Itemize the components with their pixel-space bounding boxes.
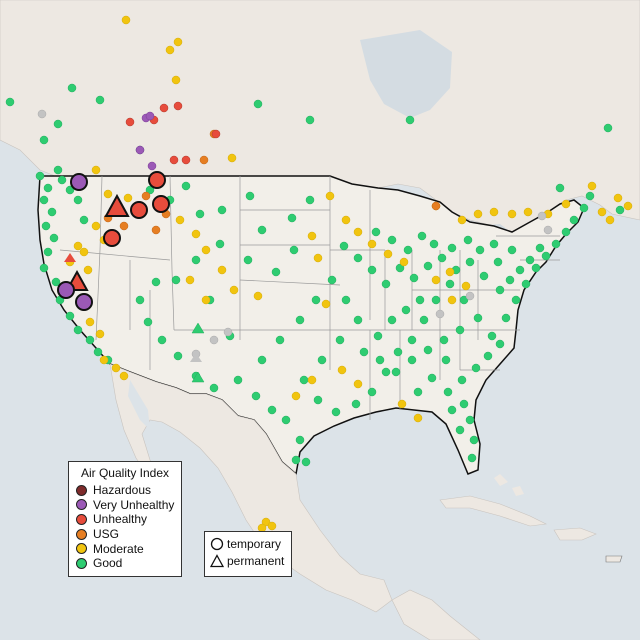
good-swatch-icon — [76, 557, 87, 569]
central-america-land — [391, 589, 481, 640]
legend-title: Air Quality Index — [80, 466, 170, 480]
legend-label: Moderate — [93, 541, 144, 556]
good-markers — [5, 83, 625, 467]
legend-label: Good — [93, 556, 123, 571]
legend-label: permanent — [227, 553, 285, 568]
legend-label: USG — [93, 527, 120, 542]
very-unhealthy-swatch-icon — [76, 499, 87, 511]
gulf-of-california — [128, 380, 150, 430]
legend-label: Hazardous — [93, 483, 152, 498]
legend-item-hazardous: Hazardous — [69, 483, 181, 498]
unhealthy-swatch-icon — [76, 513, 87, 525]
small-permanent-markers — [191, 322, 205, 383]
large-markers — [57, 171, 170, 311]
legend-item-temporary: temporary — [205, 535, 291, 552]
monitor-type-legend: temporary permanent — [204, 531, 292, 577]
hispaniola-land — [553, 527, 597, 541]
cuba-land — [439, 495, 548, 527]
hudson-bay — [360, 30, 452, 118]
legend-item-unhealthy: Unhealthy — [69, 512, 181, 527]
moderate-swatch-icon — [76, 543, 87, 555]
legend-label: temporary — [227, 536, 282, 551]
mexico-land — [109, 363, 393, 613]
very-unhealthy-small-markers — [135, 111, 157, 171]
usg-swatch-icon — [76, 528, 87, 540]
circle-icon — [210, 537, 224, 550]
legend-item-usg: USG — [69, 527, 181, 542]
unhealthy-markers — [125, 101, 221, 165]
legend-item-very-unhealthy: Very Unhealthy — [69, 498, 181, 513]
aqi-legend: Air Quality Index Hazardous Very Unhealt… — [68, 461, 182, 577]
legend-item-moderate: Moderate — [69, 541, 181, 556]
legend-item-permanent: permanent — [205, 552, 291, 569]
puerto-rico-land — [605, 555, 623, 563]
moderate-markers — [65, 15, 633, 533]
bahamas-land — [494, 474, 524, 496]
small-grey-permanent-markers — [190, 353, 202, 362]
legend-item-good: Good — [69, 556, 181, 571]
legend-label: Unhealthy — [93, 512, 148, 527]
triangle-icon — [210, 553, 224, 567]
hazardous-swatch-icon — [76, 484, 87, 496]
small-red-permanent-markers — [64, 253, 76, 262]
legend-label: Very Unhealthy — [93, 497, 175, 512]
